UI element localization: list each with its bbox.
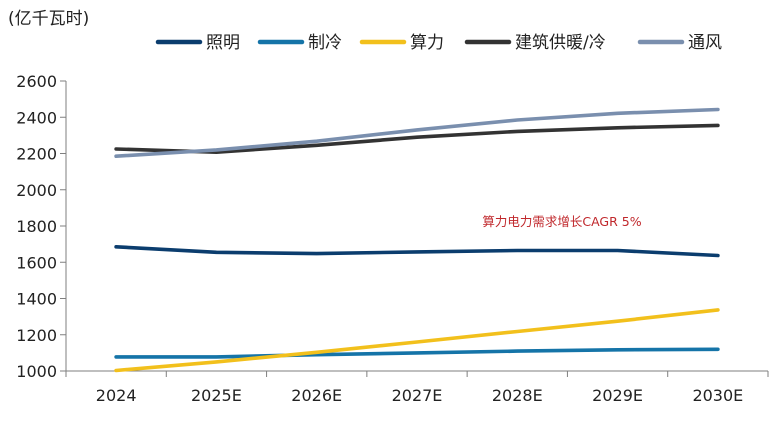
y-tick-label: 1800	[16, 217, 57, 236]
y-tick-label: 1600	[16, 253, 57, 272]
legend-label: 通风	[688, 33, 722, 53]
legend-label: 算力	[410, 33, 444, 53]
legend-label: 建筑供暖/冷	[515, 33, 606, 53]
y-axis-label: (亿千瓦时)	[8, 9, 89, 29]
x-axis: 2024 2025E 2026E 2027E 2028E 2029E 2030E	[65, 370, 769, 405]
series-line-照明	[114, 245, 720, 258]
y-tick-label: 1200	[16, 326, 57, 345]
series-line-算力	[114, 308, 720, 373]
x-tick-label: 2028E	[492, 386, 543, 405]
y-tick-label: 2600	[16, 72, 57, 91]
series-lines	[114, 107, 720, 373]
legend-label: 制冷	[308, 33, 342, 53]
y-axis: 1000 1200 1400 1600 1800 2000 2200 2400 2600	[16, 72, 67, 381]
y-tick-label: 2000	[16, 181, 57, 200]
x-tick-label: 2026E	[291, 386, 342, 405]
x-tick-label: 2024	[96, 386, 137, 405]
cagr-annotation: 算力电力需求增长CAGR 5%	[482, 214, 641, 229]
legend: 照明 制冷 算力 建筑供暖/冷 通风	[155, 33, 722, 53]
series-line-制冷	[114, 347, 720, 359]
y-tick-label: 2200	[16, 145, 57, 164]
series-line-建筑供暖/冷	[114, 123, 720, 154]
y-tick-label: 1000	[16, 362, 57, 381]
x-tick-label: 2029E	[592, 386, 643, 405]
x-tick-label: 2025E	[191, 386, 242, 405]
y-tick-label: 2400	[16, 108, 57, 127]
x-tick-label: 2030E	[692, 386, 743, 405]
series-line-通风	[114, 107, 720, 158]
x-tick-label: 2027E	[392, 386, 443, 405]
y-tick-label: 1400	[16, 290, 57, 309]
legend-label: 照明	[206, 33, 240, 53]
